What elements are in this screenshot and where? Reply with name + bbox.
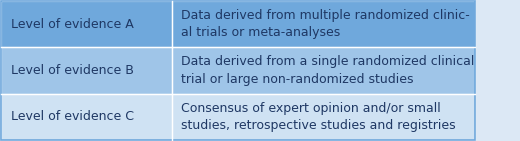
Text: Level of evidence A: Level of evidence A xyxy=(11,18,134,31)
FancyBboxPatch shape xyxy=(2,93,172,140)
FancyBboxPatch shape xyxy=(2,48,172,93)
Text: Data derived from a single randomized clinical
trial or large non-randomized stu: Data derived from a single randomized cl… xyxy=(181,56,475,85)
Text: Level of evidence C: Level of evidence C xyxy=(11,110,134,123)
FancyBboxPatch shape xyxy=(172,48,475,93)
Text: Data derived from multiple randomized clinic-
al trials or meta-analyses: Data derived from multiple randomized cl… xyxy=(181,9,470,39)
FancyBboxPatch shape xyxy=(2,1,172,48)
FancyBboxPatch shape xyxy=(172,93,475,140)
Text: Consensus of expert opinion and/or small
studies, retrospective studies and regi: Consensus of expert opinion and/or small… xyxy=(181,102,456,132)
FancyBboxPatch shape xyxy=(172,1,475,48)
Text: Level of evidence B: Level of evidence B xyxy=(11,64,134,77)
